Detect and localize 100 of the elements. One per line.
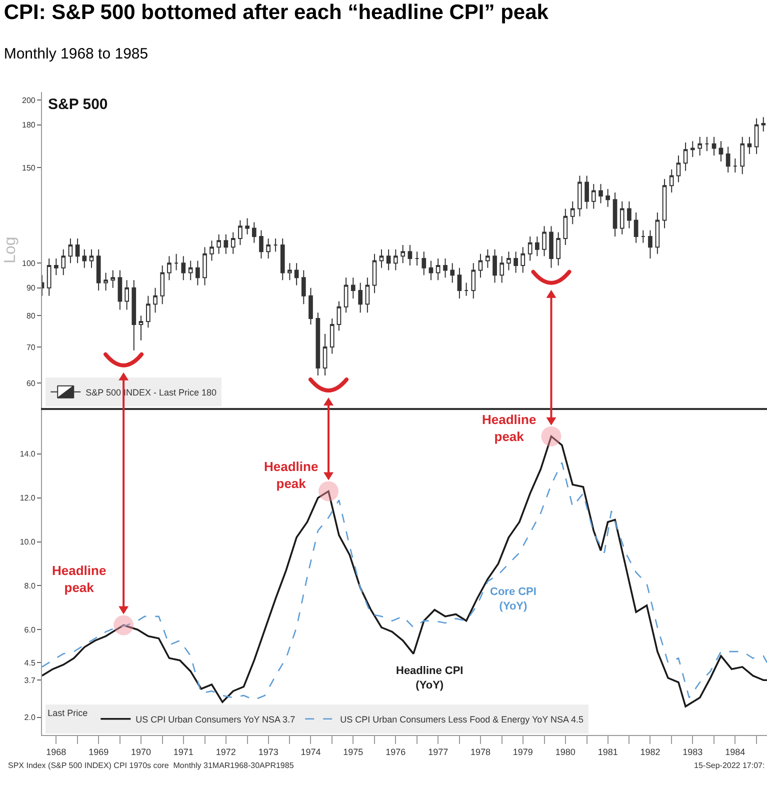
candlestick: [556, 232, 561, 266]
candlestick: [138, 315, 144, 341]
candlestick: [676, 155, 681, 183]
candlestick: [563, 208, 568, 246]
candlestick: [350, 277, 356, 300]
x-tick-label: 1970: [130, 746, 152, 757]
x-tick-label: 1978: [470, 746, 491, 757]
candlestick: [528, 236, 532, 262]
candlestick: [464, 282, 468, 296]
candlestick: [308, 287, 313, 326]
candlestick: [542, 226, 546, 257]
candlestick: [210, 240, 214, 262]
candlestick: [393, 248, 398, 271]
candlestick: [322, 333, 328, 376]
candlestick: [740, 136, 745, 175]
y-axis-title: Log: [2, 236, 19, 264]
annotation: Headline peak: [264, 459, 318, 491]
candlestick: [75, 238, 80, 264]
x-tick-label: 1984: [725, 746, 746, 757]
candlestick: [457, 267, 462, 300]
candlestick: [500, 256, 504, 284]
candlestick: [82, 248, 87, 268]
legend-label: US CPI Urban Consumers Less Food & Energy YoY NSA 4.5: [340, 714, 584, 724]
x-tick-label: 1981: [598, 746, 618, 757]
x-tick-label: 1968: [46, 746, 66, 757]
y-tick-label: 180: [22, 120, 36, 130]
y-tick-label: 90: [26, 284, 36, 293]
candlestick: [344, 277, 348, 314]
candlestick: [54, 258, 58, 276]
y-tick-label: 70: [26, 342, 36, 352]
candlestick: [662, 178, 667, 229]
candlestick: [273, 238, 278, 252]
annotation: Headline CPI (YoY): [396, 665, 464, 692]
candlestick: [591, 183, 596, 210]
candlestick: [683, 142, 688, 172]
chart-subtitle: Monthly 1968 to 1985: [4, 45, 148, 62]
candlestick: [118, 270, 122, 310]
candlestick: [712, 136, 716, 156]
y-tick-label: 10.0: [20, 538, 36, 547]
candlestick: [754, 118, 759, 155]
x-tick-label: 1974: [300, 746, 321, 757]
candlestick: [224, 234, 228, 254]
candlestick: [294, 262, 299, 286]
y-tick-label: 200: [22, 96, 36, 105]
candlestick: [96, 248, 101, 291]
annotation: Headline peak: [52, 563, 106, 595]
candlestick: [336, 300, 342, 332]
candlestick: [648, 230, 652, 259]
candlestick: [174, 253, 178, 271]
candlestick: [620, 200, 624, 235]
candlestick: [132, 280, 136, 351]
candlestick: [61, 248, 66, 276]
legend-title: Last Price: [48, 708, 88, 718]
candlestick: [400, 244, 406, 264]
candlestick: [68, 238, 73, 264]
annotation: Core CPI (YoY): [490, 586, 536, 612]
text: SPX Index (S&P 500 INDEX) CPI 1970s core Monthly 31MAR1968-30APR1985: [8, 761, 294, 770]
x-tick-label: 1980: [555, 746, 576, 757]
candlestick: [386, 248, 391, 271]
candlestick: [690, 140, 695, 158]
candlestick: [718, 140, 724, 162]
y-tick-label: 6.0: [24, 625, 36, 634]
chart-title: CPI: S&P 500 bottomed after each “headline CPI” peak: [4, 0, 549, 24]
candlestick: [181, 256, 186, 281]
candlestick: [655, 212, 660, 254]
candlestick: [266, 238, 271, 259]
candlestick: [726, 146, 730, 173]
y-tick-label: 150: [22, 164, 36, 173]
candlestick: [704, 136, 710, 152]
candlestick: [288, 262, 292, 281]
candlestick: [124, 280, 129, 310]
candlestick: [471, 262, 476, 300]
candlestick: [640, 230, 646, 244]
candlestick: [408, 244, 412, 266]
candlestick: [379, 248, 384, 268]
x-tick-label: 1975: [343, 746, 364, 757]
candlestick: [612, 192, 618, 237]
candlestick: [634, 212, 638, 244]
candlestick: [549, 226, 554, 268]
candlestick: [520, 246, 526, 274]
candlestick: [606, 188, 610, 208]
candlestick: [422, 251, 426, 276]
y-tick-label: 8.0: [24, 581, 36, 590]
candlestick: [598, 183, 603, 204]
x-tick-label: 1969: [88, 746, 109, 757]
candlestick: [230, 232, 236, 254]
x-tick-label: 1979: [512, 746, 533, 757]
candlestick: [167, 256, 172, 281]
candlestick: [358, 282, 363, 314]
candlestick: [443, 258, 448, 278]
candlestick: [146, 295, 150, 328]
candlestick: [245, 218, 250, 235]
x-tick-label: 1971: [173, 746, 194, 757]
y-tick-label: 2.0: [24, 713, 36, 722]
candlestick: [492, 248, 497, 284]
x-tick-label: 1976: [386, 746, 406, 757]
candlestick: [316, 312, 320, 376]
candlestick: [478, 253, 483, 278]
candlestick: [584, 175, 589, 210]
candlestick: [238, 220, 242, 246]
